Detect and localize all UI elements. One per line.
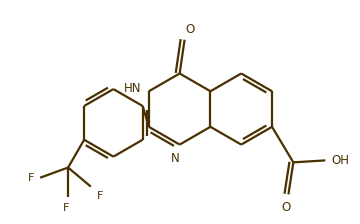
Text: HN: HN: [123, 82, 141, 95]
Text: O: O: [282, 201, 291, 214]
Text: F: F: [97, 191, 103, 201]
Text: F: F: [28, 173, 34, 183]
Text: N: N: [171, 153, 180, 166]
Text: OH: OH: [331, 154, 349, 167]
Text: O: O: [185, 23, 194, 36]
Text: F: F: [63, 203, 69, 213]
